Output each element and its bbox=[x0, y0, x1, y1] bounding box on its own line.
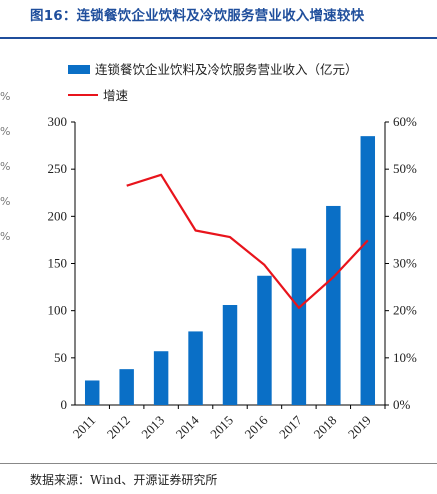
y-left-tick-label: 150 bbox=[48, 256, 68, 271]
x-tick-label: 2012 bbox=[104, 413, 133, 442]
bar bbox=[188, 331, 203, 405]
legend-label-line: 增速 bbox=[103, 88, 129, 103]
x-tick-label: 2011 bbox=[70, 413, 99, 442]
x-tick-label: 2015 bbox=[207, 413, 236, 442]
title-divider bbox=[0, 37, 437, 39]
x-tick-label: 2014 bbox=[173, 412, 202, 441]
legend-swatch-bar bbox=[68, 65, 90, 74]
edge-mark: % bbox=[0, 90, 11, 103]
edge-mark: % bbox=[0, 230, 11, 243]
x-tick-label: 2018 bbox=[310, 413, 339, 442]
bar bbox=[153, 351, 169, 405]
y-left-tick-label: 0 bbox=[61, 397, 68, 412]
y-right-tick-label: 60% bbox=[393, 114, 417, 129]
y-right-tick-label: 0% bbox=[393, 397, 411, 412]
bar bbox=[222, 305, 238, 405]
growth-line bbox=[126, 173, 369, 309]
y-right-tick-label: 20% bbox=[393, 303, 417, 318]
y-left-tick-label: 50 bbox=[54, 350, 67, 365]
y-right-tick-label: 40% bbox=[393, 208, 417, 223]
figure-title: 图16：连锁餐饮企业饮料及冷饮服务营业收入增速较快 bbox=[30, 8, 365, 24]
y-left-tick-label: 100 bbox=[48, 303, 68, 318]
x-tick-label: 2017 bbox=[276, 412, 305, 441]
x-tick-label: 2019 bbox=[345, 413, 374, 442]
edge-mark: % bbox=[0, 195, 11, 208]
y-right-tick-label: 50% bbox=[393, 161, 417, 176]
edge-mark: % bbox=[0, 125, 11, 138]
bar bbox=[119, 369, 134, 405]
bar bbox=[84, 380, 100, 405]
x-tick-label: 2016 bbox=[242, 412, 271, 441]
bar bbox=[326, 205, 341, 405]
y-left-tick-label: 300 bbox=[48, 114, 68, 129]
bar bbox=[257, 275, 272, 405]
y-left-tick-label: 200 bbox=[48, 208, 68, 223]
edge-mark: % bbox=[0, 160, 11, 173]
y-right-tick-label: 30% bbox=[393, 256, 417, 271]
y-left-tick-label: 250 bbox=[48, 161, 68, 176]
source-divider bbox=[0, 463, 437, 464]
y-right-tick-label: 10% bbox=[393, 350, 417, 365]
x-tick-label: 2013 bbox=[138, 413, 167, 442]
legend: 连锁餐饮企业饮料及冷饮服务营业收入（亿元） 增速 bbox=[68, 62, 358, 103]
source-note: 数据来源：Wind、开源证券研究所 bbox=[30, 473, 218, 487]
legend-label-bar: 连锁餐饮企业饮料及冷饮服务营业收入（亿元） bbox=[95, 62, 358, 77]
bar bbox=[360, 136, 376, 405]
bar bbox=[291, 248, 307, 405]
left-edge-marks: % % % % % bbox=[0, 90, 11, 265]
